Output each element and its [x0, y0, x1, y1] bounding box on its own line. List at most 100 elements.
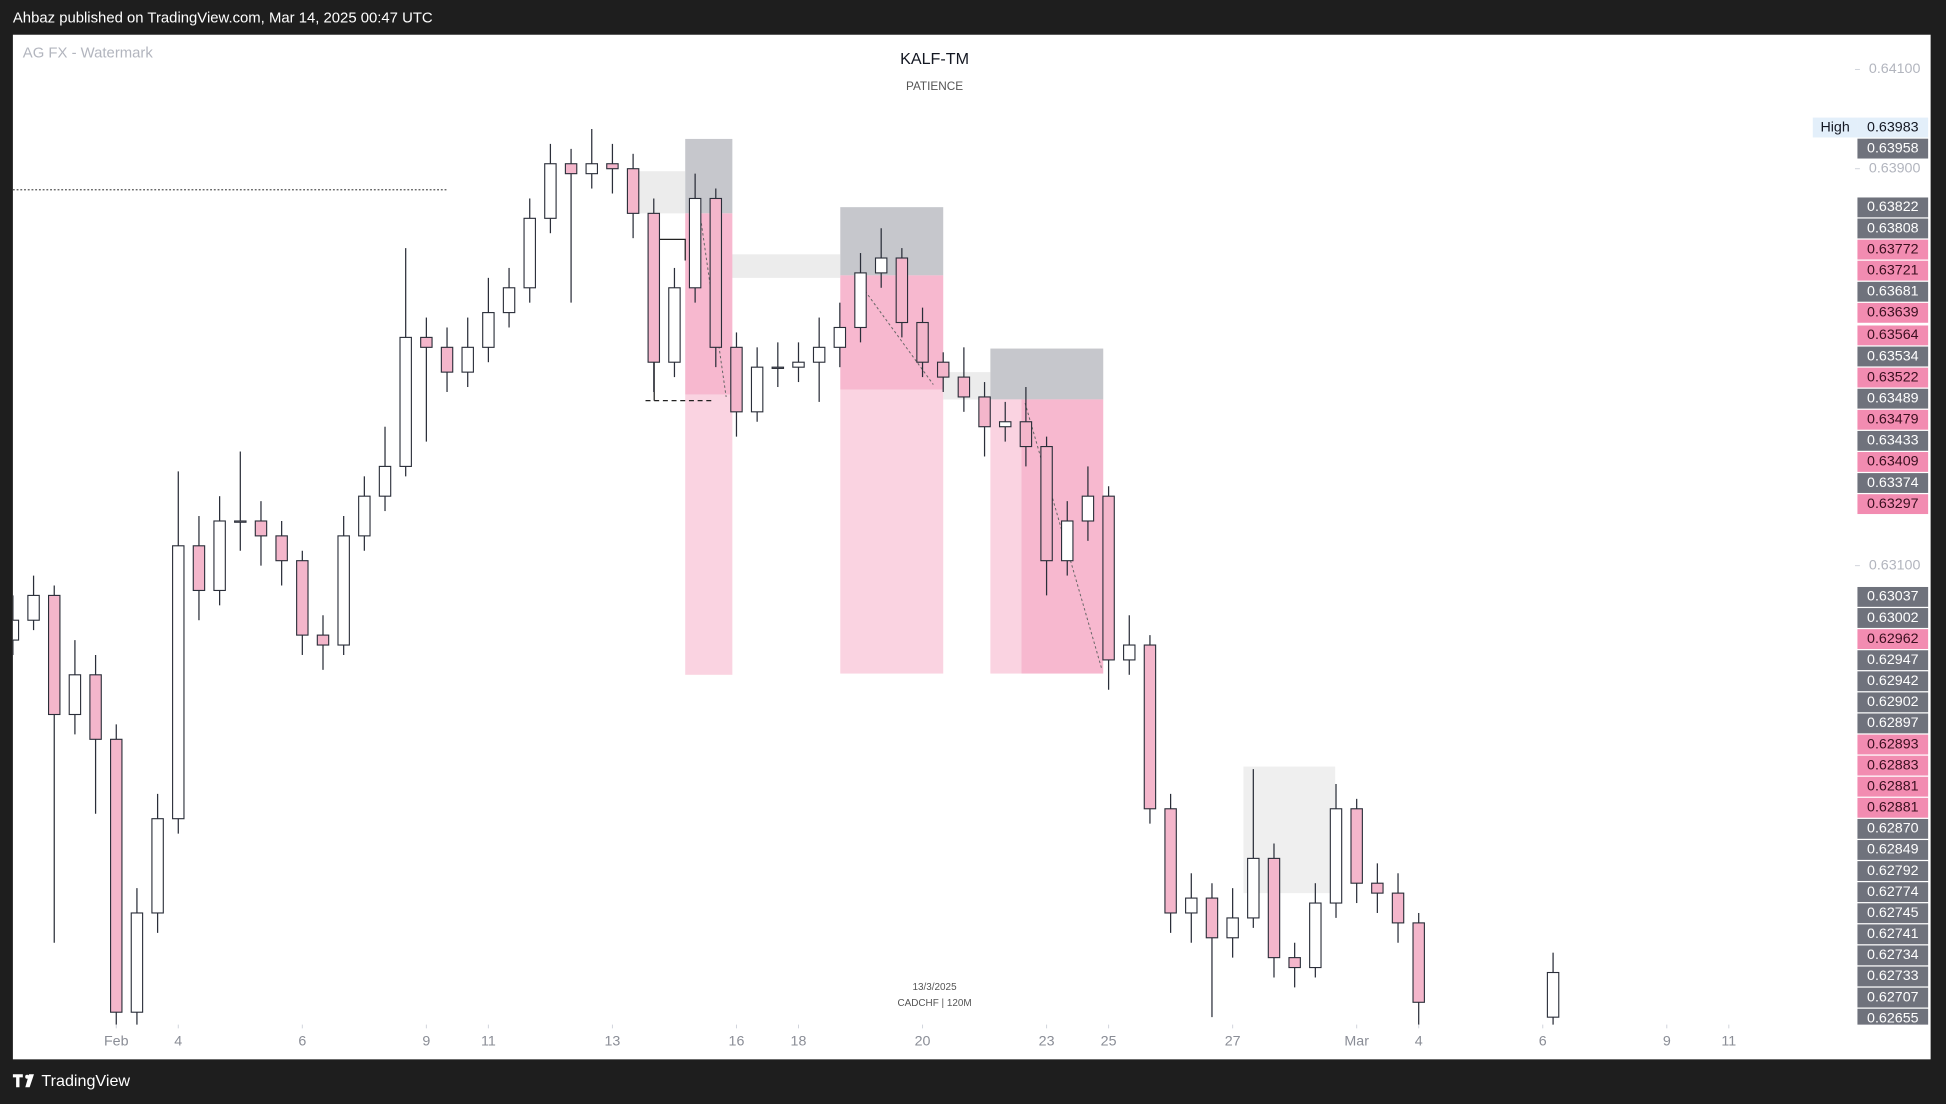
sell-zone — [685, 394, 733, 675]
sell-zone — [990, 399, 1022, 674]
candle-body — [420, 336, 433, 348]
price-tag-label: 0.62733 — [1867, 968, 1919, 984]
candle-body — [1309, 902, 1322, 969]
price-tag-label: 0.62655 — [1867, 1010, 1919, 1026]
candle-body — [1267, 857, 1281, 959]
logo-mark — [25, 1074, 34, 1088]
candle-body — [296, 560, 309, 636]
candle-body — [1185, 897, 1198, 914]
x-tick-label: 4 — [174, 1034, 182, 1050]
annotation: CADCHF | 120M — [897, 998, 971, 1009]
x-tick-label: 6 — [1539, 1034, 1547, 1050]
x-tick-label: 9 — [1663, 1034, 1671, 1050]
price-tag-label: 0.62962 — [1867, 631, 1919, 647]
candle-body — [792, 361, 805, 368]
price-tag — [1857, 197, 1929, 218]
candle-body — [172, 545, 185, 820]
x-tick-label: 23 — [1039, 1034, 1055, 1050]
candle-body — [812, 346, 826, 363]
price-tag-label: 0.63564 — [1867, 327, 1919, 343]
candle-body — [1102, 495, 1115, 661]
price-tag — [1857, 882, 1929, 903]
candle-body — [1123, 644, 1136, 661]
candle-body — [750, 366, 764, 413]
annotation: 13/3/2025 — [913, 982, 958, 993]
path-line — [700, 223, 727, 398]
price-tag-label: 0.63489 — [1867, 390, 1919, 406]
price-tag — [1857, 797, 1929, 818]
price-tag — [1857, 388, 1929, 409]
candle-body — [1143, 644, 1157, 810]
price-tag — [1857, 629, 1929, 650]
price-tag — [1857, 650, 1929, 671]
price-tag — [1857, 608, 1929, 628]
price-tag — [1857, 692, 1929, 713]
candle-body — [1288, 957, 1301, 969]
candle-body — [47, 594, 61, 716]
price-tag-label: 0.63772 — [1867, 241, 1919, 257]
x-tick-label: 11 — [1721, 1034, 1736, 1050]
price-tag — [1857, 117, 1929, 138]
price-tag-label: 0.63037 — [1867, 589, 1919, 605]
candle-body — [12, 619, 20, 641]
candle-body — [337, 535, 350, 646]
chart-subtitle: PATIENCE — [906, 80, 963, 93]
candle-body — [585, 163, 598, 175]
price-tag — [1857, 987, 1929, 1008]
candle-body — [275, 535, 288, 562]
price-tag-label: 0.62707 — [1867, 989, 1919, 1005]
candle-body — [1226, 917, 1239, 939]
price-tag — [1857, 776, 1929, 797]
logo-mark — [12, 1074, 23, 1088]
watermark: AG FX - Watermark — [23, 45, 154, 61]
candle-body — [523, 217, 536, 289]
y-tick-label: 0.63100 — [1869, 557, 1921, 573]
price-tag — [1857, 367, 1929, 388]
candle-body — [1061, 520, 1074, 562]
high-marker-bg — [1812, 117, 1858, 138]
candle-body — [1205, 897, 1219, 939]
candle-body — [1247, 857, 1260, 919]
price-tag-label: 0.62881 — [1867, 800, 1919, 816]
price-tag — [1857, 138, 1929, 159]
candle-body — [440, 346, 454, 373]
y-tick-label: 0.63900 — [1869, 160, 1921, 176]
candle-body — [68, 674, 82, 716]
price-tag — [1857, 452, 1929, 472]
footer-logo: TradingView — [12, 1072, 130, 1090]
price-tag-label: 0.63479 — [1867, 412, 1919, 428]
price-tag-label: 0.63958 — [1867, 140, 1919, 156]
price-tag — [1857, 924, 1929, 945]
candle-body — [874, 257, 888, 274]
candle-body — [130, 912, 144, 1013]
candle-body — [234, 520, 247, 523]
price-axis: 0.64100 0.63900 0.63100 Feb 4 6 9 11 13 16 18 20 23 2… — [104, 61, 1921, 1050]
price-tag — [1857, 966, 1929, 987]
price-tag — [1857, 281, 1929, 302]
price-tag-label: 0.63639 — [1867, 305, 1919, 321]
candle-body — [151, 818, 164, 914]
candle-body — [936, 361, 950, 378]
price-tag — [1857, 734, 1929, 755]
drawings — [12, 138, 1336, 894]
price-tag-label: 0.63433 — [1867, 433, 1919, 449]
candle-body — [978, 396, 991, 428]
price-tag — [1857, 713, 1929, 734]
candle-body — [688, 197, 702, 289]
price-tag — [1857, 671, 1929, 692]
price-tag-label: 0.62741 — [1867, 926, 1919, 942]
candle-body — [544, 163, 557, 219]
price-tag-label: 0.63681 — [1867, 284, 1919, 300]
price-tag — [1857, 1008, 1929, 1025]
price-tag-label: 0.62734 — [1867, 947, 1919, 963]
candle-body — [1329, 808, 1343, 904]
candle-body — [502, 287, 516, 314]
price-tag — [1857, 755, 1929, 776]
x-tick-label: Feb — [104, 1034, 129, 1050]
price-tag — [1857, 430, 1929, 451]
candle-body — [1350, 808, 1363, 884]
candle-body — [626, 168, 640, 214]
x-tick-label: 11 — [481, 1034, 496, 1050]
candle-body — [316, 634, 330, 646]
